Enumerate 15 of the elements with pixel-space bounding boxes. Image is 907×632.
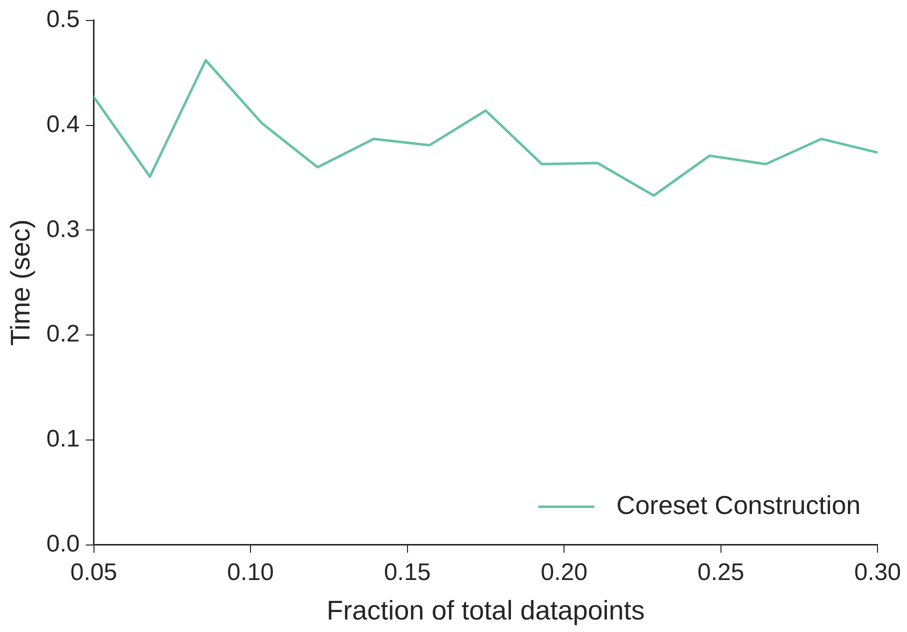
y-tick-label: 0.2 — [46, 320, 80, 348]
x-tick-label: 0.25 — [698, 558, 744, 586]
x-tick-label: 0.10 — [227, 558, 274, 586]
y-tick-label: 0.5 — [46, 6, 80, 34]
legend-label: Coreset Construction — [616, 490, 861, 520]
y-tick-label: 0.1 — [46, 426, 80, 453]
x-tick-label: 0.05 — [70, 558, 118, 586]
y-axis-title: Time (sec) — [6, 219, 36, 346]
x-tick-label: 0.30 — [854, 558, 902, 586]
x-tick-label: 0.20 — [540, 558, 588, 586]
y-tick-label: 0.4 — [46, 110, 80, 138]
y-tick-label: 0.0 — [46, 530, 80, 558]
x-tick-label: 0.15 — [384, 558, 431, 586]
y-tick-label: 0.3 — [46, 216, 80, 243]
x-axis-title: Fraction of total datapoints — [326, 595, 645, 626]
